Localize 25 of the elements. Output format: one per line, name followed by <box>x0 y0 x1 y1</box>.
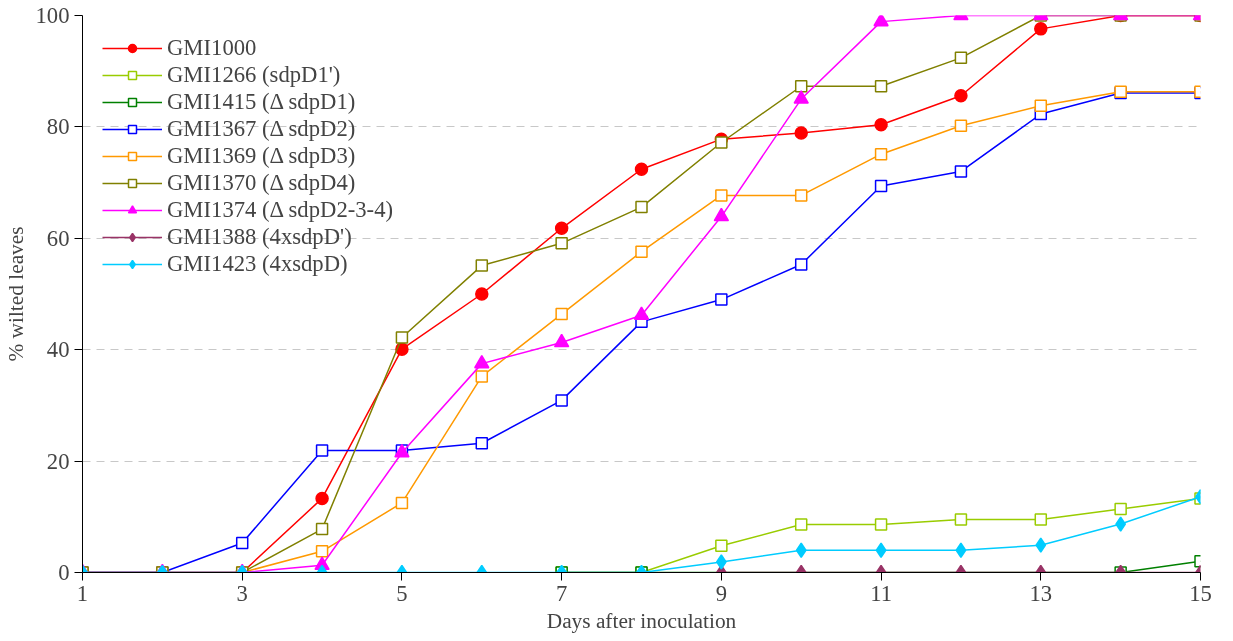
x-tick-label: 7 <box>555 580 568 606</box>
y-tick-label: 40 <box>46 337 70 363</box>
legend-label: GMI1369 (Δ sdpD3) <box>167 143 356 169</box>
x-tick-label: 5 <box>396 580 408 606</box>
legend-label: GMI1415 (Δ sdpD1) <box>167 89 356 115</box>
y-tick-label: 100 <box>35 3 70 28</box>
legend-label: GMI1367 (Δ sdpD2) <box>167 116 356 142</box>
legend-label: GMI1370 (Δ sdpD4) <box>167 170 356 196</box>
x-tick-label: 13 <box>1029 580 1053 606</box>
legend-label: GMI1374 (Δ sdpD2-3-4) <box>167 197 394 223</box>
x-tick-label: 3 <box>236 580 248 606</box>
y-tick-label: 60 <box>46 225 70 251</box>
x-axis-title: Days after inoculation <box>546 608 737 633</box>
legend-label: GMI1423 (4xsdpD) <box>167 251 348 277</box>
legend-label: GMI1000 <box>167 35 257 61</box>
x-tick-label: 11 <box>870 580 892 606</box>
y-tick-label: 0 <box>58 560 70 585</box>
x-tick-label: 1 <box>76 580 89 606</box>
x-tick-label: 15 <box>1189 580 1212 606</box>
y-tick-label: 20 <box>46 448 70 474</box>
y-axis-title: % wilted leaves <box>3 226 28 362</box>
legend-label: GMI1266 (sdpD1') <box>167 62 341 88</box>
x-tick-label: 9 <box>715 580 728 606</box>
y-tick-label: 80 <box>46 114 70 140</box>
legend-label: GMI1388 (4xsdpD') <box>167 224 352 250</box>
